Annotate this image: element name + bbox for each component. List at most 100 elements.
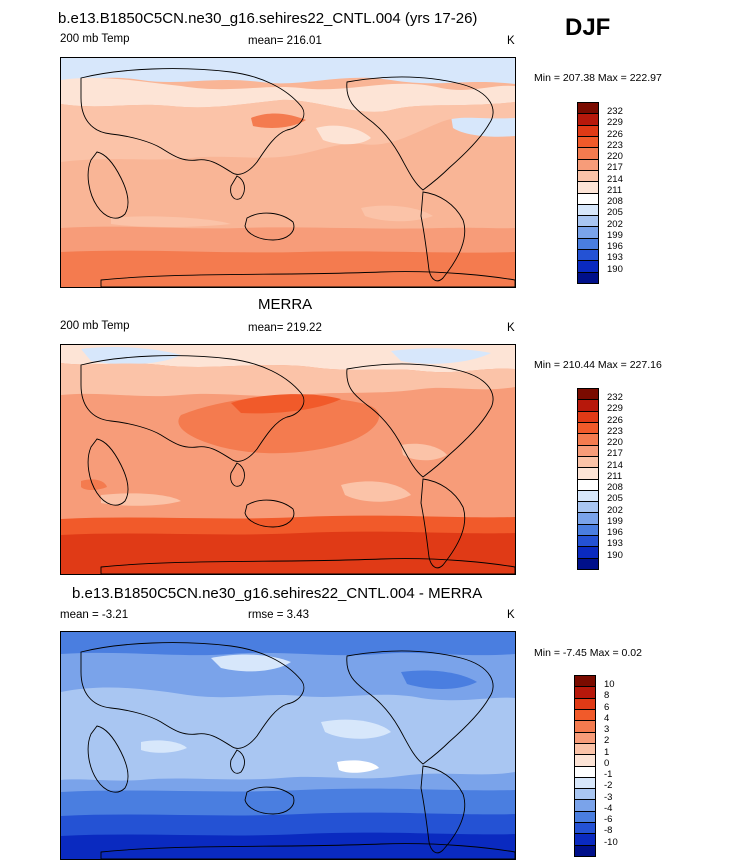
colorbar xyxy=(577,388,599,570)
colorbar-tick-label: 214 xyxy=(607,173,623,185)
temperature-map xyxy=(60,57,516,288)
colorbar-tick-label: 199 xyxy=(607,229,623,241)
map-canvas xyxy=(61,345,515,574)
minmax-label: Min = -7.45 Max = 0.02 xyxy=(534,647,642,659)
colorbar-swatch xyxy=(578,182,598,194)
colorbar-tick-label: 202 xyxy=(607,504,623,516)
colorbar-tick-label: -3 xyxy=(604,791,613,803)
colorbar-tick-label: 211 xyxy=(607,184,623,196)
colorbar-tick-label: 4 xyxy=(604,712,610,724)
colorbar-tick-label: -8 xyxy=(604,825,613,837)
colorbar-swatch xyxy=(578,434,598,446)
colorbar-swatch xyxy=(575,732,595,744)
colorbar xyxy=(574,675,596,857)
colorbar-tick-label: 6 xyxy=(604,701,610,713)
colorbar-tick-label: 2 xyxy=(604,735,610,747)
colorbar-tick-label: 220 xyxy=(607,437,623,448)
colorbar-swatch xyxy=(578,227,598,239)
season-label: DJF xyxy=(565,14,611,41)
colorbar-tick-label: 208 xyxy=(607,196,623,207)
colorbar-swatch xyxy=(575,709,595,722)
colorbar-swatch xyxy=(575,743,595,756)
colorbar-tick-label: 3 xyxy=(604,724,610,735)
colorbar-swatch xyxy=(575,777,595,790)
coastlines xyxy=(80,68,515,287)
colorbar-tick-label: -4 xyxy=(604,802,613,814)
minmax-label: Min = 207.38 Max = 222.97 xyxy=(534,72,662,84)
colorbar-tick-label: 211 xyxy=(607,470,623,482)
colorbar-swatch xyxy=(578,193,598,205)
colorbar-swatch xyxy=(575,676,595,688)
coastlines xyxy=(80,355,515,574)
colorbar-swatch xyxy=(575,800,595,812)
colorbar-swatch xyxy=(575,721,595,733)
colorbar-swatch xyxy=(578,400,598,412)
colorbar-tick-label: -10 xyxy=(604,836,618,848)
colorbar-tick-label: 223 xyxy=(607,139,623,151)
variable-label: 200 mb Temp xyxy=(60,33,130,45)
units-label: K xyxy=(507,322,515,334)
panel-title: b.e13.B1850C5CN.ne30_g16.sehires22_CNTL.… xyxy=(72,585,483,602)
colorbar-swatch xyxy=(578,272,598,283)
colorbar-swatch xyxy=(578,558,598,569)
minmax-label: Min = 210.44 Max = 227.16 xyxy=(534,359,662,371)
colorbar-swatch xyxy=(578,114,598,126)
colorbar-tick-label: 202 xyxy=(607,218,623,230)
colorbar-tick-label: 205 xyxy=(607,493,623,505)
colorbar-swatch xyxy=(575,823,595,835)
colorbar-tick-label: 229 xyxy=(607,403,623,415)
colorbar-tick-label: 0 xyxy=(604,757,610,769)
colorbar-tick-label: 8 xyxy=(604,690,610,702)
mean-label: mean= 219.22 xyxy=(248,322,322,334)
units-label: K xyxy=(507,35,515,47)
colorbar-tick-label: 196 xyxy=(607,241,623,252)
panel-title: MERRA xyxy=(258,296,313,313)
colorbar-tick-label: 214 xyxy=(607,459,623,471)
colorbar-swatch xyxy=(578,216,598,228)
colorbar-swatch xyxy=(578,170,598,183)
colorbar-swatch xyxy=(578,547,598,559)
colorbar-swatch xyxy=(578,456,598,469)
colorbar-swatch xyxy=(578,159,598,171)
colorbar-swatch xyxy=(578,445,598,457)
colorbar-swatch xyxy=(575,687,595,699)
colorbar-swatch xyxy=(578,536,598,548)
colorbar-tick-label: 226 xyxy=(607,128,623,140)
temperature-map xyxy=(60,344,516,575)
units-label: K xyxy=(507,609,515,621)
map-canvas xyxy=(61,632,515,859)
colorbar-tick-label: 208 xyxy=(607,482,623,493)
colorbar-tick-label: 232 xyxy=(607,106,623,117)
colorbar-tick-label: 223 xyxy=(607,425,623,437)
colorbar-swatch xyxy=(578,261,598,273)
colorbar-tick-label: 199 xyxy=(607,515,623,527)
difference-map xyxy=(60,631,516,860)
colorbar-swatch xyxy=(578,103,598,115)
colorbar-swatch xyxy=(578,513,598,525)
colorbar-swatch xyxy=(575,698,595,710)
colorbar-tick-label: 229 xyxy=(607,117,623,129)
variable-label: 200 mb Temp xyxy=(60,320,130,332)
colorbar-tick-label: 193 xyxy=(607,252,623,264)
colorbar-tick-label: 226 xyxy=(607,414,623,426)
colorbar xyxy=(577,102,599,284)
colorbar-swatch xyxy=(575,811,595,824)
rmse-label: rmse = 3.43 xyxy=(248,609,310,621)
colorbar-tick-label: 196 xyxy=(607,527,623,538)
mean-label: mean= 216.01 xyxy=(248,35,322,47)
colorbar-swatch xyxy=(578,389,598,401)
coastlines xyxy=(80,642,515,859)
colorbar-tick-label: -1 xyxy=(604,769,613,780)
mean-label: mean = -3.21 xyxy=(60,609,129,621)
colorbar-swatch xyxy=(575,755,595,767)
colorbar-tick-label: 190 xyxy=(607,549,623,561)
colorbar-swatch xyxy=(578,490,598,503)
colorbar-tick-label: -2 xyxy=(604,780,613,792)
colorbar-tick-label: 217 xyxy=(607,448,623,460)
colorbar-swatch xyxy=(578,411,598,423)
colorbar-swatch xyxy=(578,125,598,137)
colorbar-swatch xyxy=(578,468,598,480)
colorbar-swatch xyxy=(575,845,595,856)
colorbar-swatch xyxy=(578,250,598,262)
colorbar-tick-label: 190 xyxy=(607,263,623,275)
